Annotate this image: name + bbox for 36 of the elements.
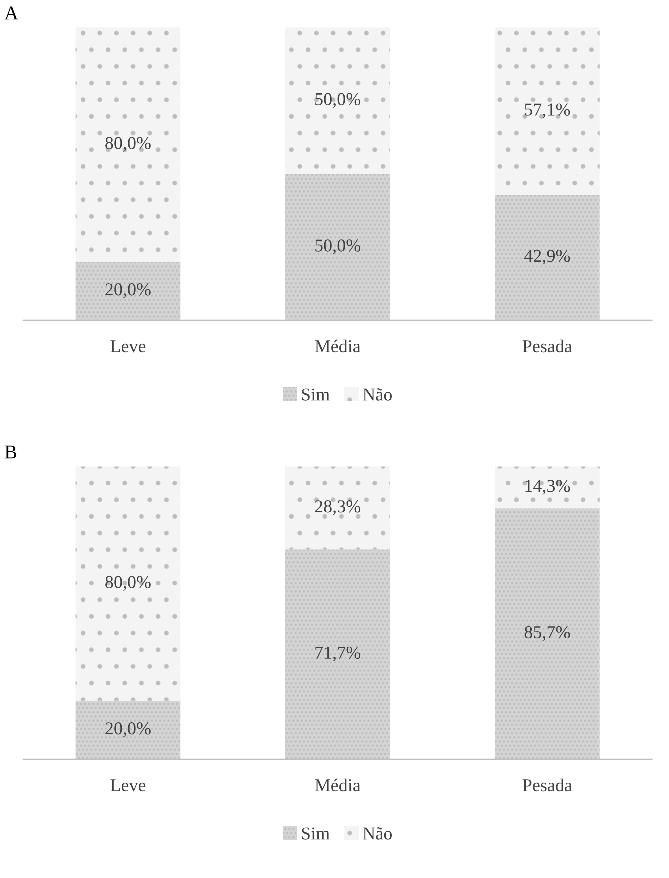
x-tick-label: Leve [110, 340, 146, 353]
bar [285, 550, 390, 760]
data-label: 80,0% [106, 137, 151, 152]
chart-title: B [5, 446, 17, 459]
data-label: 50,0% [316, 93, 361, 108]
bar [495, 466, 600, 509]
legend-label: Não [363, 388, 392, 401]
x-tick-label: Média [315, 340, 361, 353]
data-label: 42,9% [524, 250, 570, 265]
data-label: 20,0% [106, 284, 151, 298]
bar [495, 28, 600, 195]
data-label: 50,0% [316, 240, 361, 254]
x-tick-label: Pesada [522, 778, 572, 792]
bar [76, 262, 181, 320]
bar [495, 508, 600, 760]
data-label: 14,3% [526, 480, 570, 495]
bar [285, 174, 390, 320]
x-tick-label: Leve [110, 780, 146, 792]
bar [76, 700, 181, 760]
x-tick-label: Pesada [522, 340, 572, 353]
data-label: 85,7% [524, 626, 570, 642]
legend-label: Não [363, 827, 392, 840]
data-label: 28,3% [315, 500, 361, 516]
bar [285, 466, 390, 550]
x-tick-label: Média [315, 778, 361, 792]
legend-label: Sim [302, 388, 330, 401]
bar [76, 466, 181, 701]
bar [495, 194, 600, 320]
chart-title: A [4, 6, 18, 20]
data-label: 80,0% [106, 576, 151, 591]
bar [285, 28, 390, 174]
data-label: 57,1% [525, 104, 570, 118]
data-label: 20,0% [106, 722, 151, 738]
legend-label: Sim [302, 828, 330, 840]
data-label: 71,7% [316, 646, 361, 662]
bar [76, 28, 181, 262]
